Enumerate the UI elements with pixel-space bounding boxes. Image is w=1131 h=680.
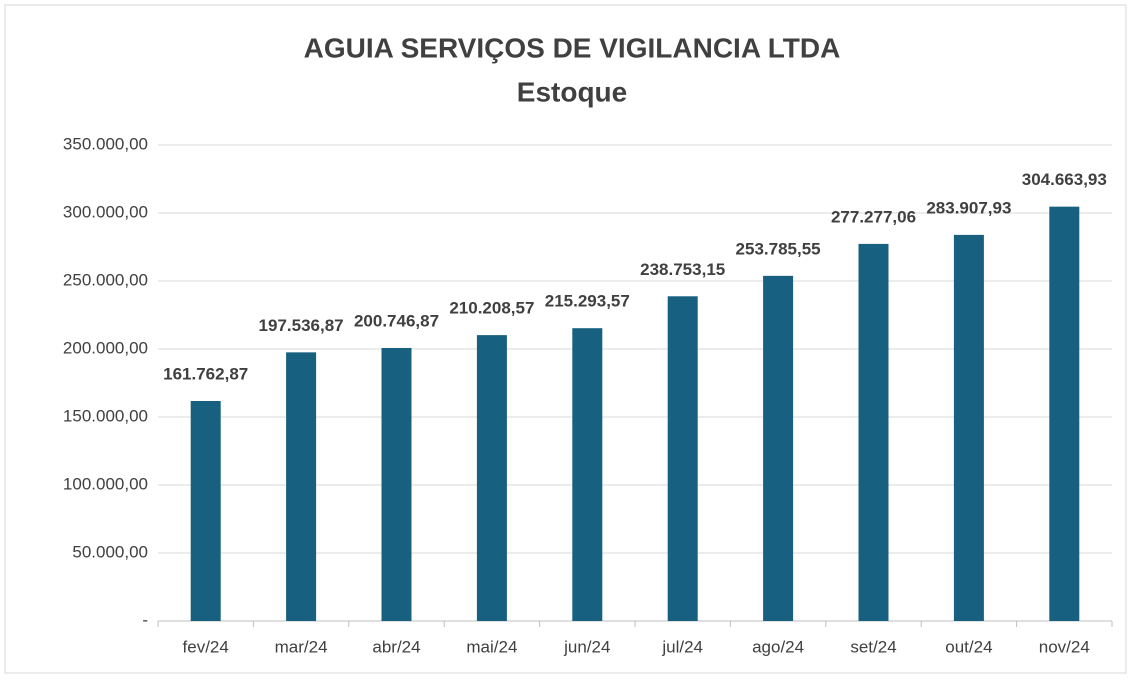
bar: [190, 401, 221, 621]
value-label: 304.663,93: [1022, 170, 1107, 189]
x-tick-label: jul/24: [661, 637, 703, 656]
value-label: 197.536,87: [259, 316, 344, 335]
value-label: 253.785,55: [736, 239, 821, 258]
y-tick-label: -: [142, 610, 148, 629]
y-tick-label: 250.000,00: [63, 270, 148, 289]
y-tick-label: 200.000,00: [63, 338, 148, 357]
value-label: 238.753,15: [640, 260, 725, 279]
x-tick-label: set/24: [850, 637, 896, 656]
value-label: 200.746,87: [354, 311, 439, 330]
bar: [1049, 206, 1080, 622]
bar: [381, 347, 412, 621]
x-tick-label: nov/24: [1039, 637, 1090, 656]
x-tick-label: jun/24: [563, 637, 610, 656]
x-tick-label: ago/24: [752, 637, 804, 656]
y-tick-label: 350.000,00: [63, 134, 148, 153]
x-tick-label: out/24: [945, 637, 992, 656]
chart-title: AGUIA SERVIÇOS DE VIGILANCIA LTDA: [304, 32, 841, 63]
value-label: 215.293,57: [545, 292, 630, 311]
bar: [953, 234, 984, 622]
y-tick-label: 100.000,00: [63, 474, 148, 493]
y-tick-label: 150.000,00: [63, 406, 148, 425]
y-tick-label: 50.000,00: [72, 542, 148, 561]
chart-subtitle: Estoque: [517, 76, 627, 107]
x-tick-label: mai/24: [466, 637, 517, 656]
value-label: 277.277,06: [831, 207, 916, 226]
value-label: 210.208,57: [449, 299, 534, 318]
x-tick-label: abr/24: [372, 637, 420, 656]
bar: [763, 275, 794, 621]
bar: [858, 243, 889, 621]
bar: [476, 335, 507, 621]
value-label: 161.762,87: [163, 364, 248, 383]
x-tick-label: fev/24: [183, 637, 229, 656]
bar: [572, 328, 603, 621]
bar: [286, 352, 317, 621]
bar: [667, 296, 698, 621]
y-tick-label: 300.000,00: [63, 202, 148, 221]
x-tick-label: mar/24: [275, 637, 328, 656]
value-label: 283.907,93: [926, 198, 1011, 217]
